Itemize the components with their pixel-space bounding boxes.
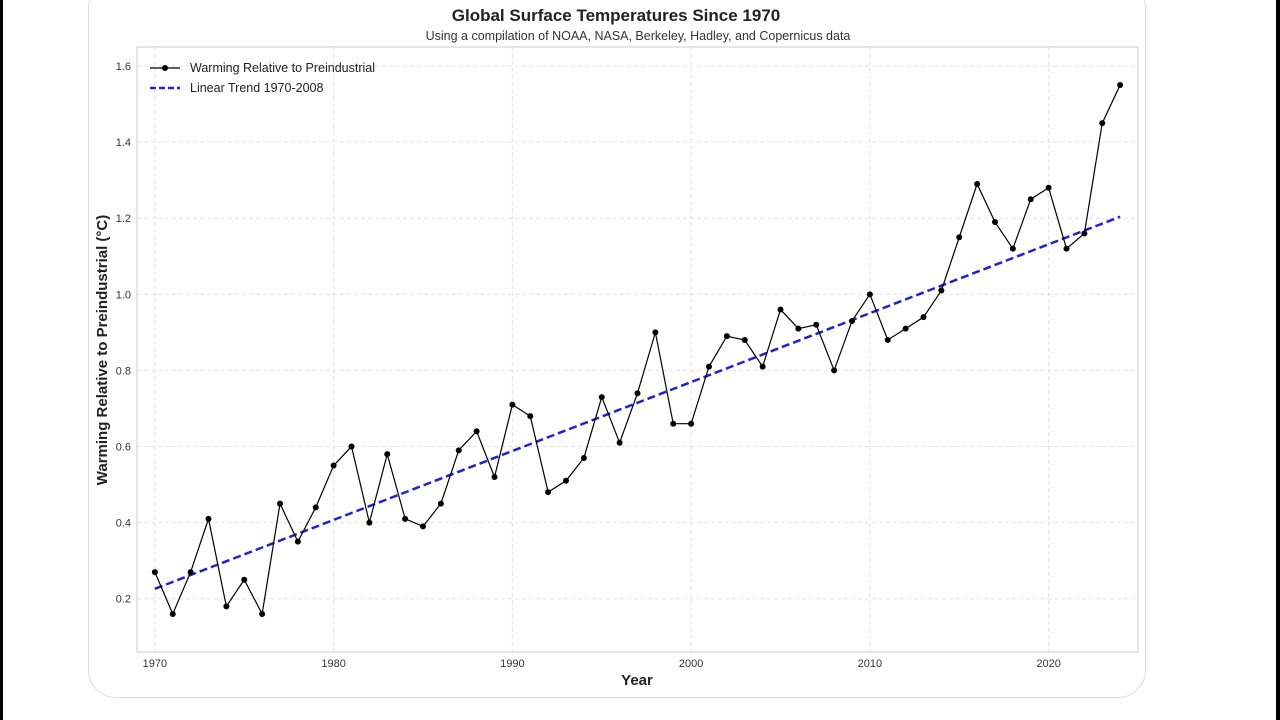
- data-point: [527, 413, 534, 420]
- legend-marker-observed: [162, 65, 168, 71]
- data-point: [1099, 120, 1106, 127]
- y-axis-label: Warming Relative to Preindustrial (°C): [94, 215, 111, 485]
- x-tick-label: 2000: [679, 658, 703, 670]
- data-point: [151, 569, 158, 576]
- y-tick-label: 0.6: [116, 442, 131, 454]
- data-point: [312, 504, 319, 511]
- data-point: [920, 314, 927, 321]
- data-point: [1027, 196, 1034, 203]
- warming-line: [154, 84, 1121, 616]
- data-point: [420, 523, 426, 530]
- data-point: [884, 336, 891, 343]
- data-point: [384, 451, 391, 458]
- data-point: [974, 180, 981, 187]
- data-point: [169, 610, 176, 617]
- data-point: [509, 401, 516, 408]
- y-tick-label: 1.6: [116, 61, 131, 73]
- data-point: [187, 569, 194, 576]
- legend-label-trend: Linear Trend 1970-2008: [190, 81, 323, 95]
- data-point: [706, 363, 712, 370]
- data-point: [366, 519, 373, 526]
- data-point: [241, 576, 248, 583]
- data-point: [938, 287, 945, 294]
- data-point: [402, 515, 409, 522]
- data-point: [616, 439, 623, 446]
- y-tick-label: 1.4: [116, 137, 131, 149]
- data-point: [1045, 184, 1052, 191]
- data-point: [813, 321, 820, 328]
- data-point: [259, 610, 266, 617]
- data-point: [1081, 230, 1088, 237]
- data-point: [277, 500, 283, 507]
- data-point: [652, 329, 659, 336]
- data-point: [741, 336, 748, 343]
- data-point: [670, 420, 677, 427]
- data-point: [545, 489, 552, 496]
- data-point: [223, 603, 230, 610]
- x-tick-label: 1970: [143, 658, 167, 670]
- data-point: [956, 234, 963, 241]
- trend-line: [154, 215, 1121, 591]
- y-tick-label: 1.0: [116, 289, 131, 301]
- data-point: [348, 443, 355, 450]
- x-tick-label: 2010: [858, 658, 882, 670]
- data-point: [473, 428, 480, 435]
- data-point: [437, 500, 444, 507]
- data-point: [831, 367, 838, 374]
- data-point: [902, 325, 909, 332]
- data-point: [598, 394, 605, 401]
- data-point: [992, 219, 998, 226]
- legend-label-observed: Warming Relative to Preindustrial: [190, 61, 375, 75]
- data-point: [688, 420, 695, 427]
- data-point: [330, 462, 337, 469]
- chart-title: Global Surface Temperatures Since 1970: [452, 6, 781, 25]
- data-point: [1117, 82, 1124, 89]
- data-point: [580, 454, 587, 461]
- plot-frame: [136, 46, 1139, 653]
- left-edge-bar: [0, 0, 3, 720]
- y-tick-label: 0.2: [116, 594, 131, 606]
- data-point: [777, 306, 784, 313]
- data-point: [849, 317, 855, 324]
- y-tick-label: 0.8: [116, 365, 131, 377]
- y-tick-label: 0.4: [116, 518, 131, 530]
- data-point: [759, 363, 766, 370]
- x-tick-label: 1990: [500, 658, 524, 670]
- x-axis-label: Year: [621, 672, 653, 689]
- data-point: [723, 333, 730, 340]
- data-point: [563, 477, 569, 484]
- data-point: [294, 538, 301, 545]
- data-point: [455, 447, 462, 454]
- data-point: [205, 515, 212, 522]
- data-point: [1063, 245, 1070, 252]
- y-tick-label: 1.2: [116, 213, 131, 225]
- legend: Warming Relative to Preindustrial Linear…: [150, 61, 375, 95]
- chart-subtitle: Using a compilation of NOAA, NASA, Berke…: [426, 29, 851, 43]
- x-tick-label: 1980: [321, 658, 345, 670]
- data-point: [1009, 245, 1016, 252]
- x-tick-label: 2020: [1036, 658, 1060, 670]
- data-point: [795, 325, 802, 332]
- right-edge-bar: [1276, 0, 1280, 720]
- data-point: [634, 390, 641, 397]
- chart-card: [88, 0, 1146, 698]
- data-point: [491, 473, 498, 480]
- data-point: [866, 291, 873, 298]
